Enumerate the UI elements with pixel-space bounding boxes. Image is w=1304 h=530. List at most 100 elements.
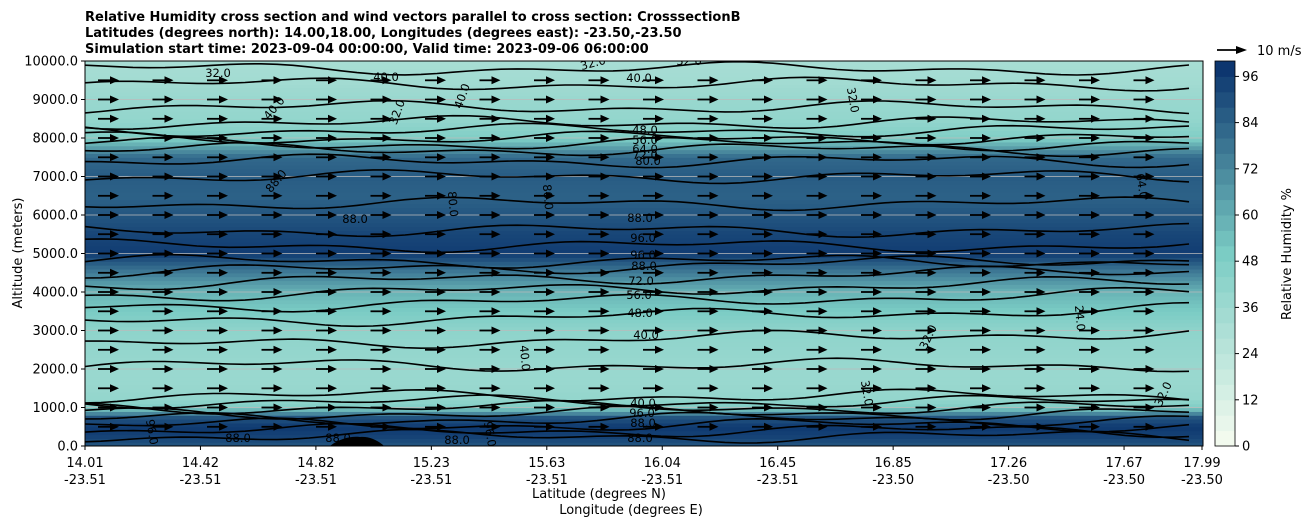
wind-arrow — [370, 403, 392, 412]
wind-arrow — [1079, 95, 1100, 104]
contour-label: 40.0 — [517, 345, 533, 372]
rh-band — [85, 365, 1203, 370]
wind-arrow — [370, 191, 392, 200]
quiver-key-arrow-head — [1236, 46, 1247, 54]
wind-arrow — [316, 153, 337, 162]
contour-label-text: 24.0 — [1072, 305, 1088, 332]
wind-arrow — [98, 95, 119, 104]
wind-arrow — [697, 153, 719, 162]
contour-label-text: 40.0 — [626, 71, 652, 85]
colorbar-tick-label: 60 — [1242, 209, 1259, 224]
wind-arrow — [806, 345, 828, 354]
contour-label: 88.0 — [444, 433, 470, 446]
contour-label: 96.0 — [629, 406, 655, 420]
wind-arrow — [697, 114, 719, 123]
rh-band — [85, 145, 1203, 151]
wind-arrow — [316, 114, 337, 123]
wind-arrow — [915, 172, 937, 181]
wind-arrow — [970, 191, 991, 200]
contour-label-text: 32.0 — [676, 54, 702, 68]
wind-arrow — [425, 365, 446, 373]
wind-arrow — [1079, 230, 1100, 239]
wind-arrow — [697, 288, 719, 296]
contour-label-text: 56.0 — [626, 288, 652, 302]
colorbar-tick-label: 48 — [1242, 255, 1259, 270]
contour-label: 56.0 — [632, 133, 658, 147]
contour-label: 32.0 — [676, 54, 702, 68]
contour-label-text: 88.0 — [225, 431, 251, 445]
contour-label: 24.0 — [1072, 305, 1088, 332]
colorbar-segment — [1215, 184, 1235, 201]
wind-arrow — [806, 230, 828, 239]
wind-arrow — [588, 403, 610, 412]
wind-arrow — [98, 326, 119, 335]
contour-label: 32.0 — [858, 379, 876, 407]
rh-band — [85, 126, 1203, 131]
rh-band — [85, 318, 1203, 324]
wind-arrow — [643, 249, 664, 258]
wind-arrow — [98, 422, 119, 431]
wind-arrow — [588, 95, 610, 104]
wind-arrow — [697, 268, 719, 277]
wind-arrow — [316, 422, 337, 431]
contour-label: 72.0 — [628, 274, 654, 288]
contour-label: 80.0 — [445, 191, 461, 218]
wind-arrow — [697, 403, 719, 412]
contour-label-text: 40.0 — [633, 328, 659, 342]
contour-line — [85, 130, 1190, 146]
wind-arrow — [861, 95, 882, 104]
wind-arrow — [152, 384, 174, 393]
x-axis-label-latitude: Latitude (degrees N) — [532, 487, 666, 502]
rh-band — [85, 234, 1203, 239]
wind-arrow — [1133, 307, 1155, 316]
rh-band — [85, 442, 1203, 446]
wind-arrow — [1024, 211, 1046, 219]
colorbar-segment — [1215, 91, 1235, 108]
rh-band — [85, 415, 1203, 420]
wind-arrow — [806, 191, 828, 200]
contour-label-text: 96.0 — [481, 420, 499, 448]
wind-arrow — [588, 230, 610, 239]
rh-band — [85, 84, 1203, 89]
wind-arrow — [425, 95, 446, 104]
wind-arrow — [970, 153, 991, 162]
wind-arrow — [1024, 134, 1046, 142]
contour-label: 88.0 — [627, 431, 653, 445]
rh-band — [85, 369, 1203, 374]
wind-arrow — [1079, 307, 1100, 316]
contour-label: 96.0 — [630, 231, 656, 245]
wind-arrow — [752, 211, 773, 219]
wind-arrow — [98, 172, 119, 181]
rh-band — [85, 315, 1203, 320]
wind-arrow — [697, 134, 719, 142]
contour-label-text: 32.0 — [205, 66, 231, 80]
rh-band — [85, 76, 1203, 81]
rh-band — [85, 80, 1203, 85]
wind-arrow — [316, 268, 337, 277]
contour-line — [85, 357, 1190, 373]
wind-arrow — [752, 134, 773, 142]
colorbar-segment — [1215, 430, 1235, 447]
wind-arrow — [588, 76, 610, 85]
wind-arrow — [479, 403, 501, 412]
x-tick-label-lon: -23.51 — [526, 473, 568, 488]
wind-arrow — [588, 172, 610, 181]
wind-arrow — [425, 268, 446, 277]
x-tick-label-lon: -23.51 — [410, 473, 452, 488]
wind-arrow — [425, 211, 446, 219]
rh-band — [85, 330, 1203, 335]
contour-label-text: 80.0 — [540, 184, 556, 211]
wind-arrow — [970, 76, 991, 85]
wind-arrow — [534, 307, 555, 316]
rh-band — [85, 299, 1203, 305]
rh-band — [85, 411, 1203, 416]
wind-arrow — [370, 95, 392, 104]
contour-label: 80.0 — [635, 154, 661, 168]
x-tick-label-lon: -23.50 — [1103, 473, 1145, 488]
x-tick-label-lat: 16.45 — [759, 456, 796, 471]
wind-arrow — [1079, 191, 1100, 200]
contour-label-text: 80.0 — [635, 154, 661, 168]
contour-label: 88.0 — [627, 211, 653, 225]
wind-arrow — [1024, 307, 1046, 316]
y-tick-label: 9000.0 — [33, 93, 79, 108]
